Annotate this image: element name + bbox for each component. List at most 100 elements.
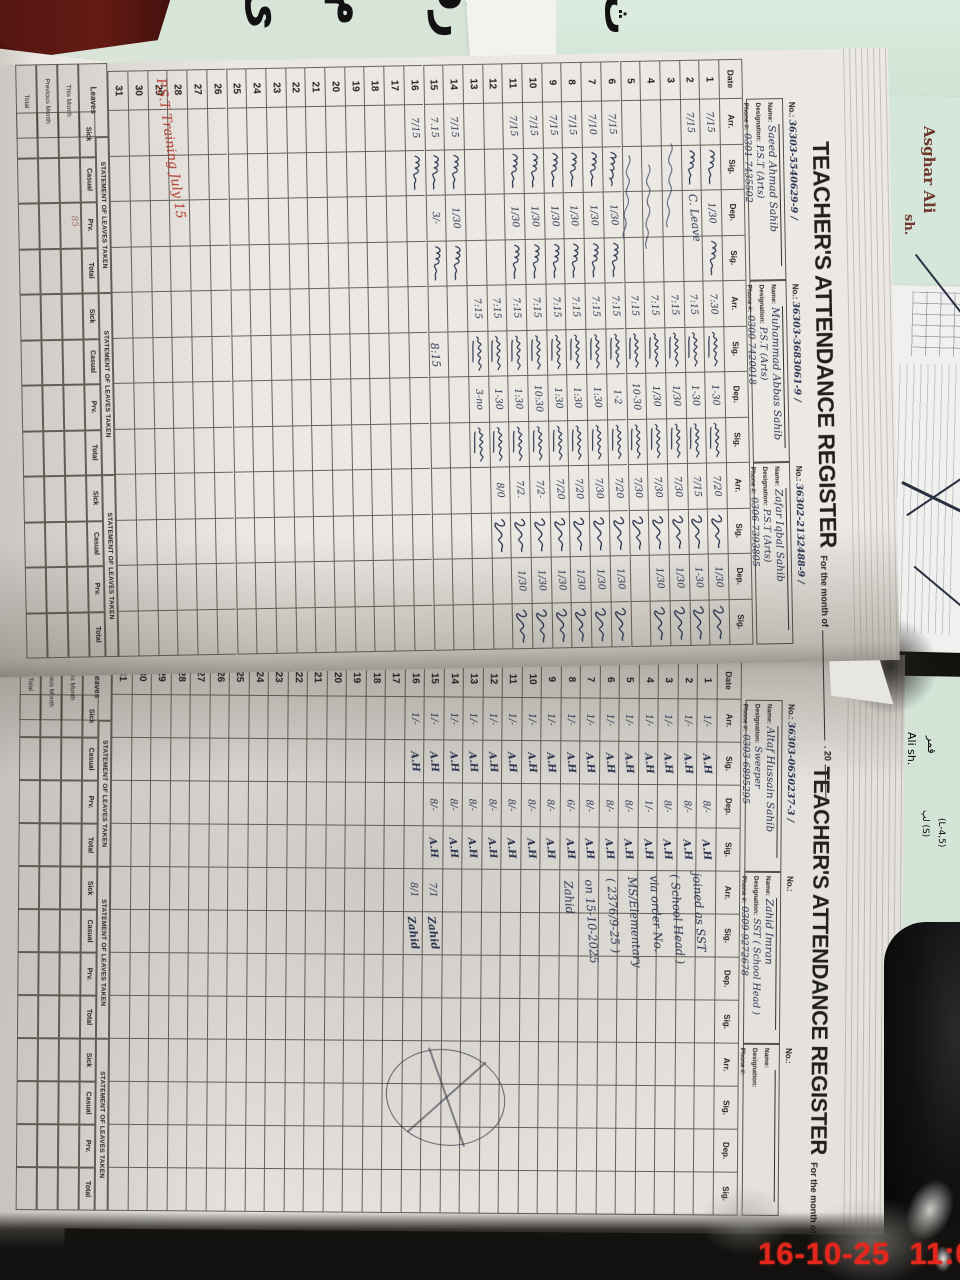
attendance-time: 10-30 (630, 382, 643, 411)
attendance-cell: 8/- (481, 783, 502, 827)
attendance-cell: 8/- (618, 784, 638, 828)
attendance-cell (518, 1041, 539, 1086)
attendance-cell: 1/- (637, 784, 658, 829)
attendance-cell: 1/30 (668, 554, 690, 601)
attendance-cell (117, 611, 139, 657)
sig-initials: A.H (622, 751, 636, 774)
attendance-cell (349, 333, 370, 380)
date-cell: 5 (619, 660, 639, 699)
attendance-cell (367, 242, 388, 289)
leaves-empty-cell (61, 780, 83, 824)
attendance-time: 8/- (505, 798, 518, 812)
attendance-time: 1/- (506, 712, 519, 726)
attendance-cell: A.H (539, 827, 560, 871)
attendance-cell (669, 600, 691, 647)
attendance-cell (254, 517, 275, 564)
attendance-cell (227, 910, 247, 954)
attendance-cell (381, 1169, 401, 1214)
attendance-cell (498, 1170, 518, 1214)
attendance-cell (605, 328, 626, 375)
attendance-cell (347, 242, 368, 289)
leaves-empty-cell (37, 1081, 60, 1125)
attendance-cell (305, 868, 326, 912)
attendance-cell (411, 514, 433, 561)
attendance-cell (287, 198, 308, 245)
signature-scribble (673, 606, 686, 641)
column-header-cell: Sig. (713, 1000, 740, 1044)
attendance-cell (307, 243, 329, 290)
attendance-cell (195, 518, 216, 565)
teacher-info-box: Name:Zafar Iqbal Sahib Designation:P.S.T … (749, 461, 794, 645)
attendance-cell (313, 516, 334, 563)
attendance-cell: A.H (461, 826, 482, 870)
attendance-cell (389, 378, 410, 425)
attendance-cell (108, 1081, 129, 1125)
attendance-cell (267, 695, 288, 740)
attendance-cell: 7:15 (683, 281, 704, 328)
attendance-cell: A.H (598, 741, 619, 785)
attendance-cell: 7:15 (466, 285, 487, 332)
attendance-cell (326, 197, 348, 244)
attendance-cell (234, 517, 255, 564)
attendance-time: 1/30 (574, 568, 588, 591)
attendance-cell (480, 912, 501, 956)
attendance-cell (129, 909, 150, 954)
attendance-time: 7/15 (526, 114, 540, 137)
attendance-cell (324, 911, 345, 955)
attendance-cell: 10:30 (527, 375, 548, 422)
leaves-empty-cell (16, 1167, 38, 1211)
attendance-time: 1/30 (554, 568, 568, 591)
attendance-cell (228, 199, 249, 246)
date-cell: 4 (638, 660, 659, 700)
attendance-cell (407, 286, 428, 333)
attendance-cell (542, 147, 564, 194)
sig-initials: A.H (563, 751, 577, 774)
leaves-col-header: Total (85, 429, 103, 476)
leaves-empty-cell (17, 995, 39, 1039)
attendance-cell: 3/- (425, 195, 446, 242)
attendance-time: 8/- (700, 799, 713, 813)
teacher-name-row: Name:Altaf Hussain Sahib (764, 704, 780, 868)
attendance-cell: 7/30 (647, 464, 668, 511)
attendance-cell (149, 824, 170, 868)
attendance-cell: A.H (481, 826, 502, 870)
date-cell: 16 (403, 64, 424, 106)
attendance-cell (322, 1126, 343, 1170)
attendance-cell (345, 739, 366, 783)
leaves-empty-cell (42, 384, 65, 431)
attendance-cell (387, 287, 409, 334)
date-cell: 17 (383, 65, 404, 106)
attendance-cell (595, 1128, 616, 1172)
attendance-cell (333, 561, 355, 608)
attendance-cell (288, 243, 309, 290)
attendance-cell (235, 563, 256, 610)
attendance-cell (246, 953, 267, 997)
leaves-empty-cell (37, 1167, 59, 1211)
signature-scribble (709, 422, 720, 458)
attendance-cell (392, 514, 413, 561)
attendance-cell: A.H (598, 827, 619, 871)
attendance-cell (590, 601, 612, 648)
attendance-time: 8/- (544, 798, 557, 812)
attendance-cell (615, 1085, 636, 1129)
leaves-empty-cell (26, 612, 48, 659)
date-cell: 2 (677, 661, 698, 700)
teacher-info-box: Name:Altaf Hussain Sahib Designation:Swee… (740, 699, 783, 873)
leaves-empty-cell (61, 293, 84, 340)
attendance-cell (285, 954, 306, 998)
attendance-cell (440, 998, 461, 1042)
attendance-cell (167, 1082, 188, 1126)
no-label: No.: (783, 1048, 793, 1064)
leaves-empty-cell (41, 339, 64, 386)
attendance-cell: A.H (559, 741, 580, 785)
attendance-cell (244, 1168, 265, 1212)
attendance-cell: 8/- (579, 784, 599, 828)
attendance-cell (433, 604, 454, 651)
attendance-time: 1/30 (712, 565, 726, 588)
attendance-cell (215, 563, 237, 610)
attendance-cell (110, 823, 131, 867)
attendance-cell (406, 241, 428, 288)
leaves-empty-cell (39, 823, 62, 867)
attendance-time: 7/30 (592, 476, 606, 499)
attendance-cell: A.H (579, 741, 600, 785)
